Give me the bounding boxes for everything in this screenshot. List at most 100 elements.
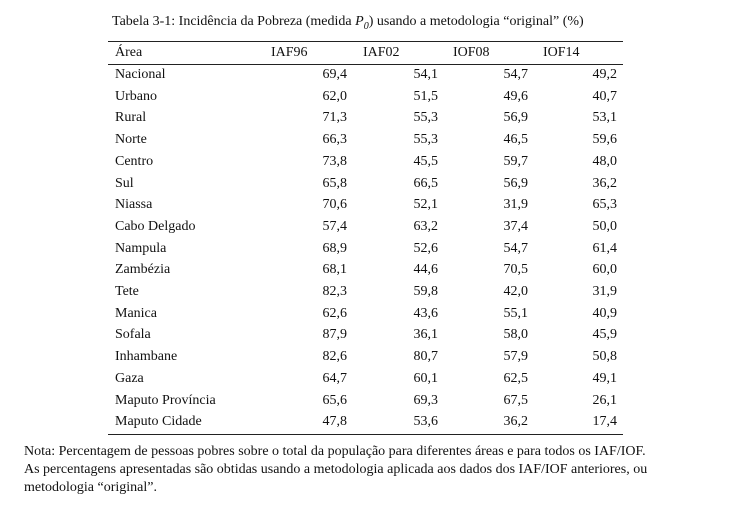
cell: 51,5 — [413, 88, 439, 104]
cell: 62,0 — [322, 88, 348, 104]
cell: 73,8 — [322, 153, 348, 169]
cell: 50,8 — [592, 349, 618, 365]
column-header: IOF08 — [453, 45, 490, 60]
cell: 36,1 — [413, 327, 439, 343]
cell: 54,7 — [503, 240, 529, 256]
cell: 69,4 — [322, 67, 348, 82]
cell: 60,1 — [413, 370, 439, 386]
note-line: As percentagens apresentadas são obtidas… — [24, 462, 648, 477]
cell: 54,1 — [413, 67, 439, 82]
cell: 45,5 — [413, 153, 439, 169]
column-header: Área — [115, 45, 143, 60]
cell: 49,6 — [503, 88, 529, 104]
cell: 58,0 — [503, 327, 529, 343]
cell: 53,6 — [413, 414, 439, 430]
row-label: Tete — [115, 284, 139, 299]
cell: 31,9 — [503, 197, 529, 213]
title-text: Tabela 3-1: Incidência da Pobreza (medid… — [112, 14, 356, 29]
row-label: Gaza — [115, 370, 144, 386]
cell: 52,1 — [413, 197, 439, 213]
title-symbol: P — [355, 14, 364, 29]
cell: 62,6 — [322, 305, 348, 321]
cell: 59,8 — [413, 284, 439, 299]
row-label: Niassa — [115, 197, 153, 213]
cell: 57,4 — [322, 218, 348, 234]
row-label: Manica — [115, 305, 157, 321]
row-label: Norte — [115, 132, 147, 148]
cell: 55,1 — [503, 305, 529, 321]
row-label: Urbano — [115, 88, 157, 104]
cell: 55,3 — [413, 132, 439, 148]
cell: 48,0 — [592, 153, 618, 169]
cell: 44,6 — [413, 262, 439, 278]
cell: 36,2 — [592, 175, 618, 191]
row-label: Nampula — [115, 240, 167, 256]
title-text: ) usando a metodologia “original” (%) — [368, 14, 584, 29]
row-label: Inhambane — [115, 349, 178, 365]
column-header: IAF02 — [363, 45, 400, 60]
cell: 40,9 — [592, 305, 618, 321]
row-label: Sul — [115, 175, 134, 191]
cell: 64,7 — [322, 370, 348, 386]
cell: 65,6 — [322, 392, 348, 408]
cell: 56,9 — [503, 110, 529, 126]
column-header: IOF14 — [543, 45, 580, 60]
cell: 49,1 — [592, 370, 618, 386]
cell: 26,1 — [592, 392, 618, 408]
cell: 59,7 — [503, 153, 529, 169]
cell: 36,2 — [503, 414, 529, 430]
cell: 37,4 — [503, 218, 529, 234]
cell: 47,8 — [322, 414, 348, 430]
column-header: IAF96 — [271, 45, 308, 60]
rule — [108, 434, 623, 435]
row-label: Zambézia — [115, 262, 171, 278]
cell: 63,2 — [413, 218, 439, 234]
cell: 46,5 — [503, 132, 529, 148]
cell: 65,3 — [592, 197, 618, 213]
cell: 52,6 — [413, 240, 439, 256]
rule — [108, 64, 623, 65]
cell: 40,7 — [592, 88, 618, 104]
cell: 66,5 — [413, 175, 439, 191]
row-label: Nacional — [115, 67, 166, 82]
cell: 42,0 — [503, 284, 529, 299]
cell: 67,5 — [503, 392, 529, 408]
row-label: Cabo Delgado — [115, 218, 196, 234]
title-subscript: 0 — [363, 20, 369, 32]
cell: 71,3 — [322, 110, 348, 126]
cell: 69,3 — [413, 392, 439, 408]
cell: 53,1 — [592, 110, 618, 126]
row-label: Centro — [115, 153, 154, 169]
cell: 45,9 — [592, 327, 618, 343]
cell: 65,8 — [322, 175, 348, 191]
rule — [108, 41, 623, 42]
cell: 70,5 — [503, 262, 529, 278]
cell: 57,9 — [503, 349, 529, 365]
note-line: Nota: Percentagem de pessoas pobres sobr… — [24, 444, 646, 459]
cell: 56,9 — [503, 175, 529, 191]
cell: 60,0 — [592, 262, 618, 278]
cell: 43,6 — [413, 305, 439, 321]
cell: 80,7 — [413, 349, 439, 365]
row-label: Rural — [115, 110, 147, 126]
cell: 68,1 — [322, 262, 348, 278]
cell: 68,9 — [322, 240, 348, 256]
cell: 31,9 — [592, 284, 618, 299]
cell: 82,6 — [322, 349, 348, 365]
row-label: Sofala — [115, 327, 151, 343]
row-label: Maputo Província — [115, 392, 216, 408]
note-line: metodologia “original”. — [24, 480, 157, 495]
cell: 50,0 — [592, 218, 618, 234]
cell: 66,3 — [322, 132, 348, 148]
cell: 70,6 — [322, 197, 348, 213]
cell: 54,7 — [503, 67, 529, 82]
cell: 17,4 — [592, 414, 618, 430]
cell: 49,2 — [592, 67, 618, 82]
row-label: Maputo Cidade — [115, 414, 202, 430]
cell: 62,5 — [503, 370, 529, 386]
cell: 55,3 — [413, 110, 439, 126]
table-title: Tabela 3-1: Incidência da Pobreza (medid… — [112, 14, 584, 35]
cell: 87,9 — [322, 327, 348, 343]
cell: 59,6 — [592, 132, 618, 148]
